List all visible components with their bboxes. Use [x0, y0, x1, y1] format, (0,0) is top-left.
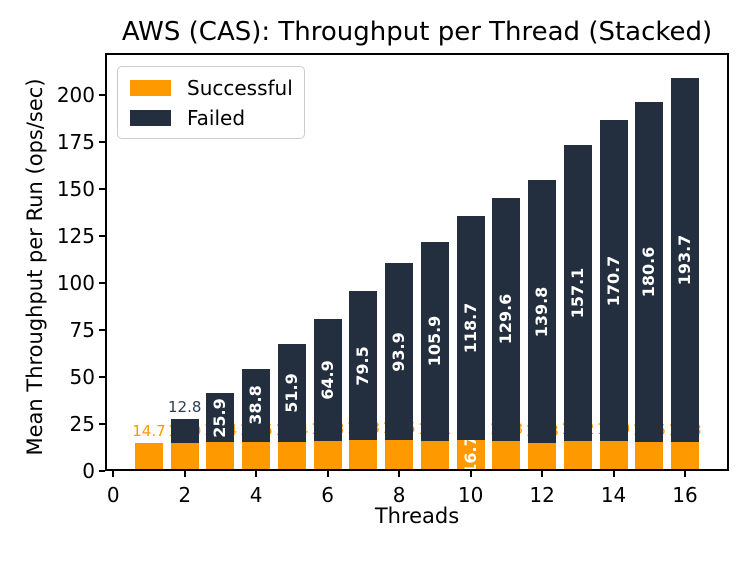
x-tick-label-2: 2: [178, 483, 192, 507]
bar-successful-1: [134, 443, 163, 471]
x-tick-label-14: 14: [600, 483, 627, 507]
bar-failed-3: [206, 393, 235, 443]
y-tick-label-175: 175: [56, 129, 95, 154]
bar-failed-4: [242, 368, 271, 442]
y-tick-mark-150: [99, 187, 105, 190]
bar-successful-6: [313, 441, 342, 471]
bar-successful-16: [671, 442, 700, 471]
y-tick-mark-100: [99, 281, 105, 284]
bar-failed-12: [528, 180, 557, 444]
bar-failed-13: [563, 145, 592, 441]
bar-successful-11: [492, 441, 521, 471]
bar-successful-5: [277, 442, 306, 471]
legend-item-failed: Failed: [130, 105, 292, 130]
bar-successful-4: [242, 441, 271, 471]
x-tick-label-4: 4: [249, 483, 263, 507]
y-tick-label-100: 100: [56, 270, 95, 295]
bar-successful-8: [385, 439, 414, 471]
bar-label-failed-13: 157.1: [567, 267, 587, 319]
y-tick-mark-125: [99, 234, 105, 237]
bar-failed-6: [313, 319, 342, 442]
bar-label-failed-5: 51.9: [281, 373, 301, 413]
bar-label-failed-11: 129.6: [496, 294, 516, 345]
x-tick-mark-12: [541, 471, 544, 477]
x-tick-label-6: 6: [321, 483, 334, 507]
bar-label-failed-16: 193.7: [675, 234, 695, 286]
bar-label-successful-10: 16.7: [460, 435, 480, 476]
x-tick-label-0: 0: [106, 483, 120, 507]
y-tick-label-125: 125: [56, 223, 95, 248]
bar-successful-3: [206, 442, 235, 471]
bar-successful-15: [635, 441, 664, 471]
x-tick-mark-2: [183, 471, 186, 477]
bar-successful-9: [420, 440, 449, 471]
y-tick-label-150: 150: [56, 176, 95, 201]
y-tick-label-75: 75: [69, 317, 95, 342]
x-tick-mark-4: [255, 471, 258, 477]
legend-swatch-successful: [130, 79, 171, 96]
x-tick-mark-10: [469, 471, 472, 477]
x-tick-label-10: 10: [457, 483, 484, 507]
legend: Successful Failed: [117, 66, 305, 139]
y-tick-mark-175: [99, 140, 105, 143]
bar-label-failed-10: 118.7: [460, 302, 480, 354]
bar-label-failed-6: 64.9: [317, 360, 337, 401]
bar-failed-8: [385, 263, 414, 440]
x-tick-mark-6: [326, 471, 329, 477]
y-tick-label-50: 50: [69, 364, 95, 389]
y-tick-label-200: 200: [56, 82, 95, 107]
bar-failed-5: [277, 344, 306, 443]
bar-label-failed-7: 79.5: [353, 345, 373, 386]
x-tick-mark-8: [398, 471, 401, 477]
y-tick-mark-25: [99, 422, 105, 425]
bar-successful-2: [170, 442, 199, 471]
bar-successful-10: [456, 439, 485, 471]
x-tick-label-16: 16: [672, 483, 698, 507]
bar-failed-2: [170, 418, 199, 443]
bar-failed-9: [420, 241, 449, 441]
x-tick-mark-16: [684, 471, 687, 477]
bar-label-failed-15: 180.6: [639, 246, 659, 298]
y-tick-mark-50: [99, 375, 105, 378]
bar-failed-10: [456, 216, 485, 440]
bar-label-successful-1: 14.7: [132, 422, 166, 441]
y-tick-label-25: 25: [69, 411, 95, 436]
chart-title: AWS (CAS): Throughput per Thread (Stacke…: [121, 17, 713, 47]
x-tick-label-8: 8: [392, 483, 406, 507]
x-tick-mark-0: [112, 471, 115, 477]
bar-failed-14: [599, 120, 628, 442]
bar-label-failed-9: 105.9: [424, 315, 444, 367]
legend-item-successful: Successful: [130, 75, 293, 100]
bar-label-failed-4: 38.8: [246, 385, 266, 426]
x-tick-label-12: 12: [529, 483, 555, 507]
bar-successful-13: [563, 440, 592, 471]
bar-successful-7: [349, 440, 378, 471]
bar-failed-7: [349, 290, 378, 441]
x-tick-mark-14: [612, 471, 615, 477]
bar-label-failed-14: 170.7: [603, 255, 623, 306]
y-tick-mark-75: [99, 328, 105, 331]
bar-successful-14: [599, 441, 628, 471]
x-axis-label: Threads: [374, 504, 460, 528]
bar-label-failed-3: 25.9: [210, 397, 230, 438]
y-tick-mark-0: [99, 470, 105, 472]
bar-label-failed-12: 139.8: [532, 286, 552, 338]
bar-successful-12: [528, 443, 557, 471]
bar-failed-15: [635, 102, 664, 442]
bar-failed-16: [671, 78, 700, 443]
legend-label-successful: Successful: [187, 75, 293, 100]
bar-failed-11: [492, 197, 521, 442]
bar-label-failed-2: 12.8: [167, 397, 202, 416]
legend-label-failed: Failed: [187, 105, 246, 130]
y-tick-mark-200: [99, 93, 105, 96]
y-tick-label-0: 0: [82, 459, 95, 483]
legend-swatch-failed: [130, 109, 171, 126]
bar-label-failed-8: 93.9: [389, 331, 409, 372]
